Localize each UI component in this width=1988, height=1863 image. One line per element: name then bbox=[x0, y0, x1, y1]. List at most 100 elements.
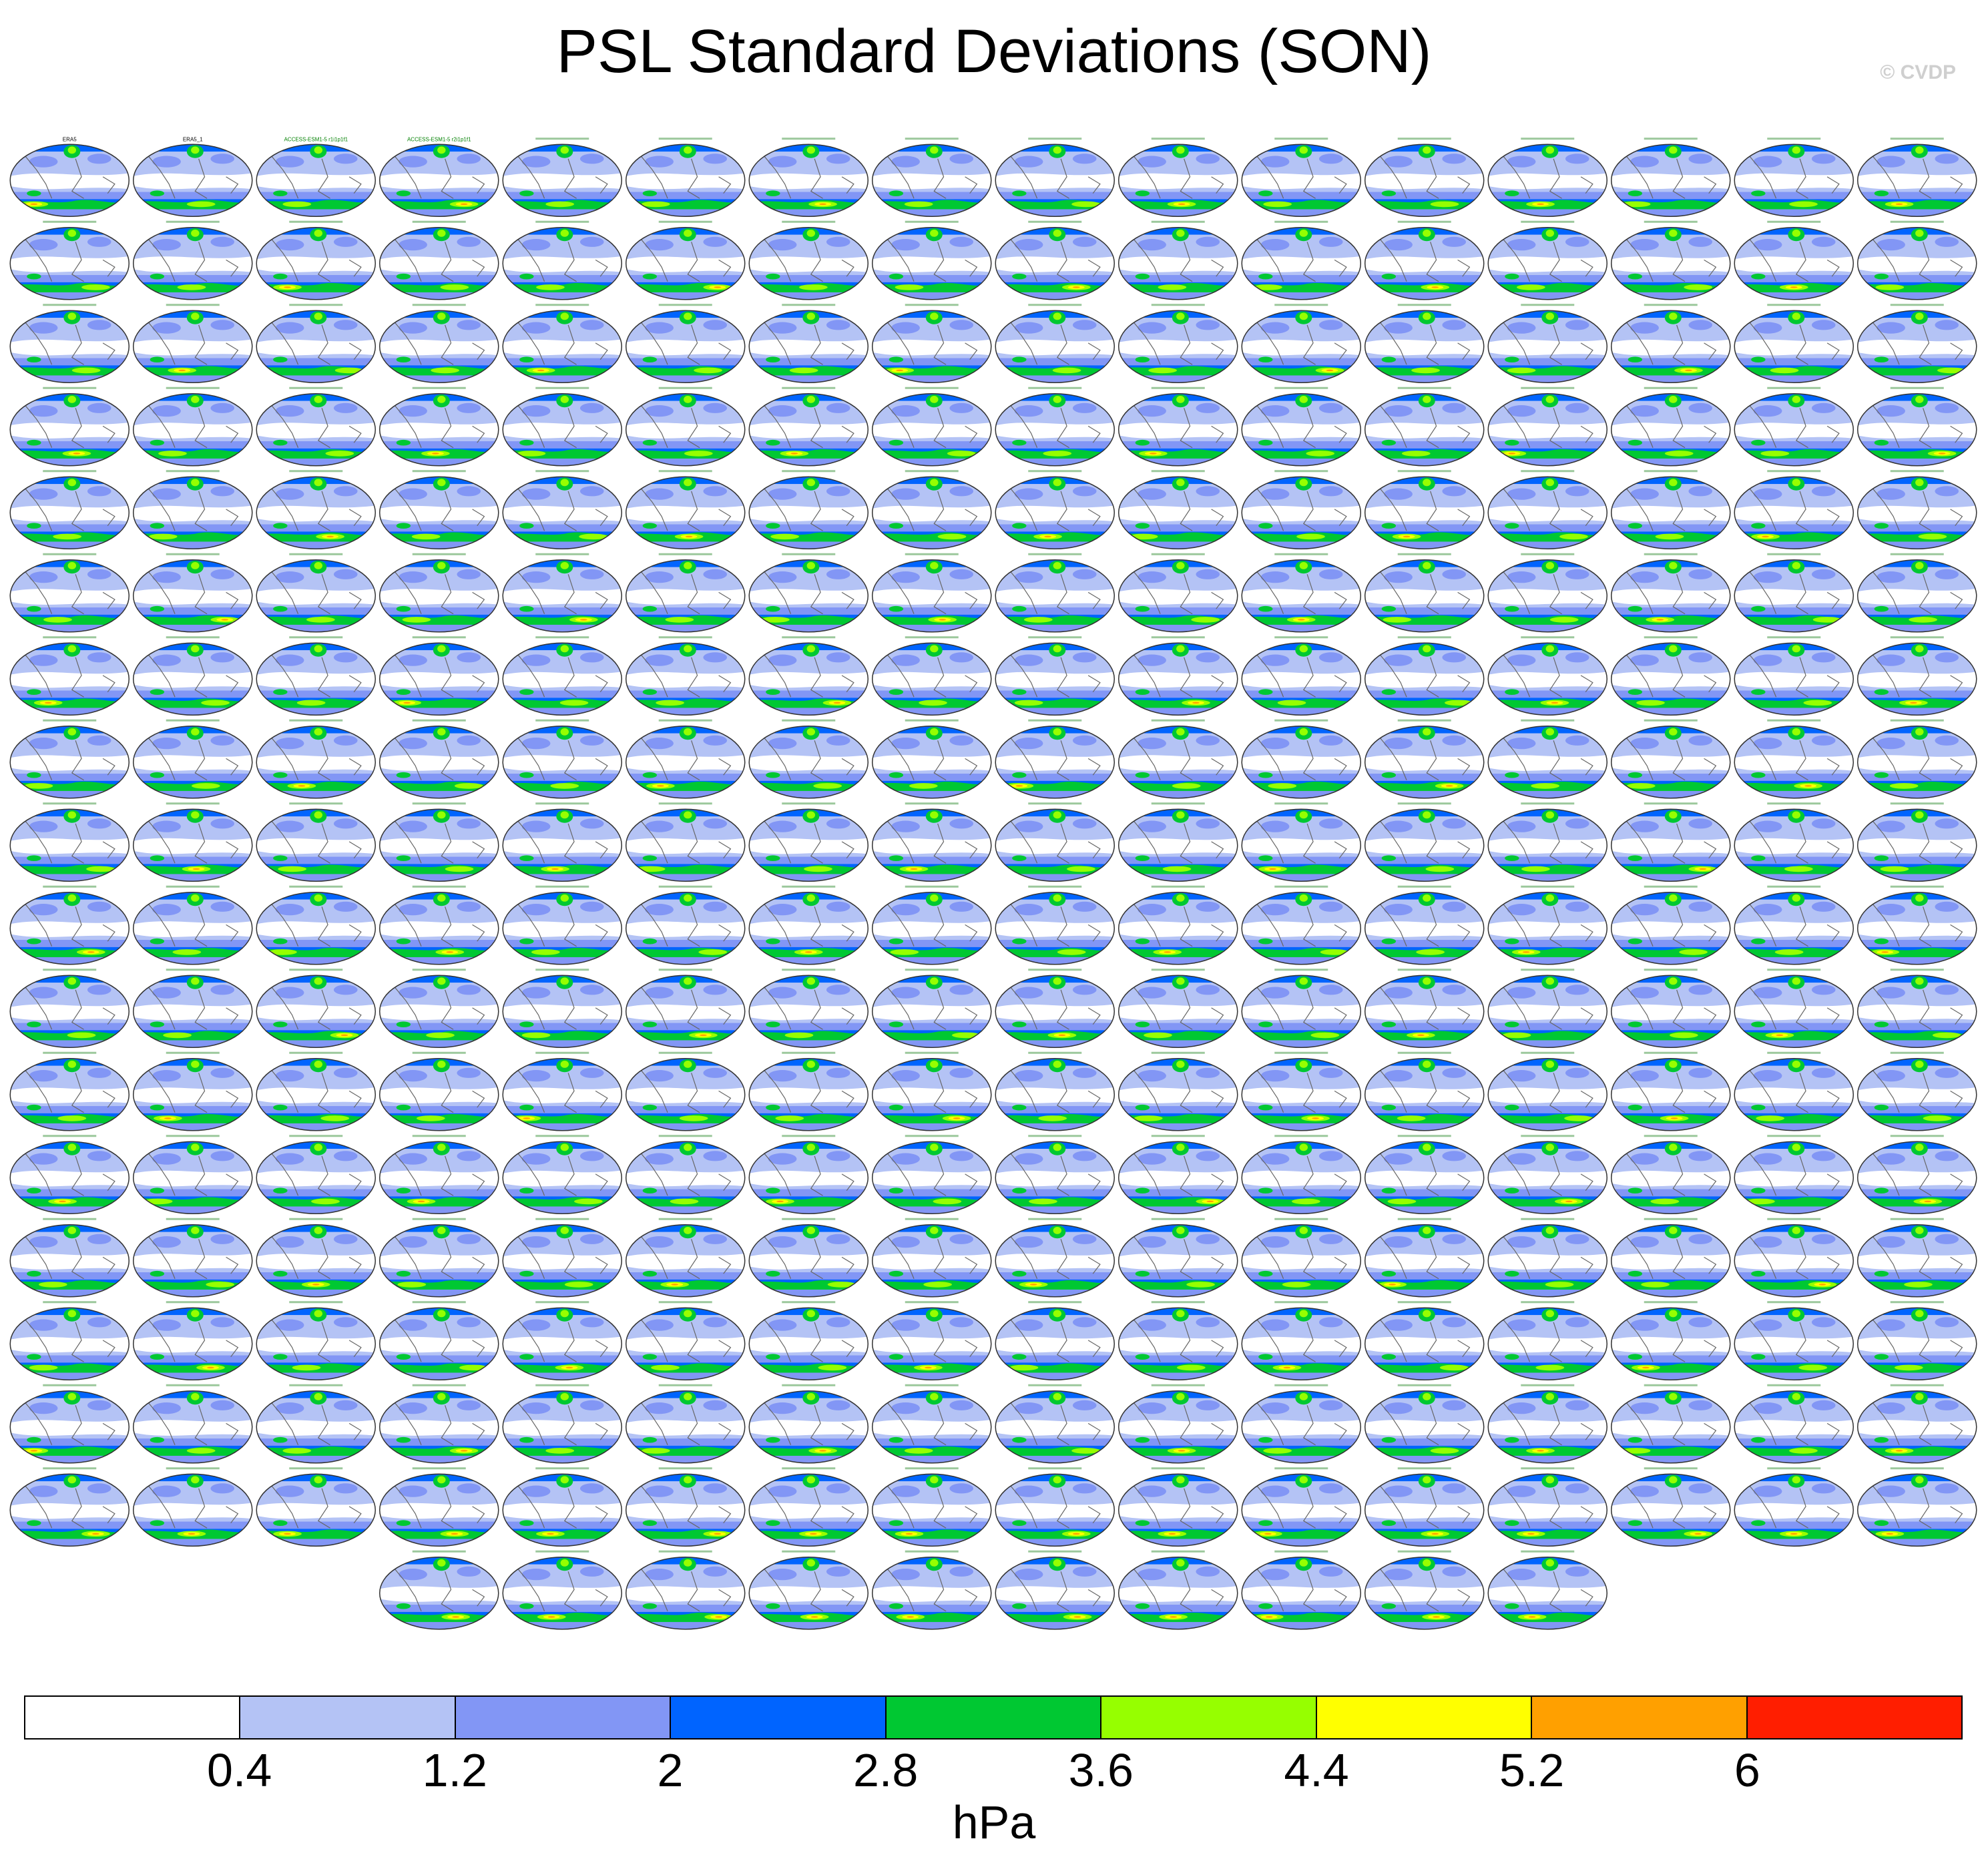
panel-title-placeholder bbox=[43, 1135, 97, 1137]
panel-title-placeholder bbox=[782, 1550, 836, 1553]
map-panel bbox=[748, 1473, 868, 1547]
panel-title-placeholder bbox=[1397, 1051, 1451, 1054]
map-panel bbox=[133, 1141, 253, 1214]
panel-title-placeholder bbox=[1521, 1550, 1575, 1553]
map-panel bbox=[995, 1557, 1115, 1630]
panel-title-placeholder bbox=[658, 719, 712, 722]
panel-title-placeholder bbox=[1028, 553, 1082, 555]
map-panel bbox=[1241, 1473, 1361, 1547]
panel-title-placeholder bbox=[412, 1135, 466, 1137]
map-panel bbox=[1611, 642, 1731, 716]
map-panel bbox=[1364, 1058, 1485, 1131]
panel-title-placeholder bbox=[1397, 220, 1451, 223]
map-panel bbox=[1857, 642, 1977, 716]
panel-title-placeholder bbox=[43, 719, 97, 722]
map-panel bbox=[995, 808, 1115, 882]
panel-title-placeholder bbox=[43, 470, 97, 473]
map-panel bbox=[1241, 975, 1361, 1048]
panel-title-placeholder bbox=[1890, 138, 1944, 140]
map-panel bbox=[1857, 144, 1977, 217]
map-panel bbox=[133, 1058, 253, 1131]
map-panel bbox=[1487, 1390, 1607, 1464]
panel-title-placeholder bbox=[43, 1384, 97, 1386]
map-panel bbox=[379, 227, 499, 300]
map-panel bbox=[1364, 642, 1485, 716]
colorbar-tick-label: 3.6 bbox=[1068, 1744, 1134, 1796]
panel-title-placeholder bbox=[1274, 220, 1328, 223]
panel-title-placeholder bbox=[166, 1135, 220, 1137]
panel-title-placeholder bbox=[782, 885, 836, 888]
panel-title-placeholder bbox=[1028, 1467, 1082, 1470]
map-panel bbox=[379, 476, 499, 549]
panel-title-placeholder bbox=[1521, 1384, 1575, 1386]
panel-title-placeholder bbox=[43, 802, 97, 805]
panel-title-placeholder bbox=[535, 1384, 589, 1386]
panel-title-placeholder bbox=[1274, 553, 1328, 555]
map-panel bbox=[379, 1058, 499, 1131]
map-panel bbox=[133, 1224, 253, 1298]
map-panel bbox=[1857, 892, 1977, 965]
map-panel bbox=[256, 1141, 376, 1214]
panel-title-placeholder bbox=[1767, 802, 1821, 805]
map-panel bbox=[1611, 1224, 1731, 1298]
panel-title-placeholder bbox=[658, 1218, 712, 1220]
map-panel bbox=[9, 393, 130, 467]
panel-title-placeholder bbox=[1274, 1384, 1328, 1386]
panel-title-placeholder bbox=[905, 719, 959, 722]
map-panel bbox=[256, 1058, 376, 1131]
colorbar-tick-label: 2 bbox=[657, 1744, 684, 1796]
map-panel bbox=[1857, 1473, 1977, 1547]
map-panel bbox=[1364, 1390, 1485, 1464]
panel-title-placeholder bbox=[1028, 969, 1082, 971]
panel-title-placeholder bbox=[412, 802, 466, 805]
panel-title-placeholder bbox=[658, 1051, 712, 1054]
panel-title-placeholder bbox=[43, 386, 97, 389]
map-panel bbox=[379, 642, 499, 716]
panel-title-placeholder bbox=[1521, 1218, 1575, 1220]
map-panel bbox=[995, 1224, 1115, 1298]
panel-title-placeholder bbox=[1890, 1218, 1944, 1220]
map-panel bbox=[995, 310, 1115, 383]
map-panel bbox=[379, 1141, 499, 1214]
map-panel bbox=[872, 1141, 992, 1214]
map-panel bbox=[748, 1307, 868, 1380]
panel-title-placeholder bbox=[535, 1218, 589, 1220]
colorbar-swatch bbox=[1316, 1697, 1533, 1738]
panel-title-placeholder bbox=[905, 1384, 959, 1386]
map-panel bbox=[9, 642, 130, 716]
map-panel bbox=[1241, 892, 1361, 965]
panel-title-placeholder bbox=[658, 220, 712, 223]
panel-title-placeholder bbox=[905, 138, 959, 140]
map-panel bbox=[995, 476, 1115, 549]
map-panel bbox=[872, 1307, 992, 1380]
map-panel-grid: ERA5 ERA5_1 ACCESS-ESM1-5 r1i1p1f1 ACCESS-E… bbox=[9, 136, 1977, 1630]
panel-title-placeholder bbox=[166, 304, 220, 306]
map-panel bbox=[256, 975, 376, 1048]
panel-title-placeholder bbox=[1397, 969, 1451, 971]
map-panel bbox=[133, 1390, 253, 1464]
panel-title-placeholder bbox=[43, 304, 97, 306]
panel-title-placeholder bbox=[658, 802, 712, 805]
panel-title-placeholder bbox=[782, 719, 836, 722]
map-panel bbox=[1118, 144, 1238, 217]
panel-title-placeholder bbox=[1521, 386, 1575, 389]
panel-title-placeholder bbox=[289, 386, 343, 389]
map-panel bbox=[748, 808, 868, 882]
map-panel bbox=[502, 227, 622, 300]
colorbar-swatch bbox=[1532, 1697, 1748, 1738]
colorbar bbox=[24, 1695, 1963, 1740]
panel-title-placeholder bbox=[905, 969, 959, 971]
panel-title-placeholder bbox=[1028, 1301, 1082, 1304]
map-panel bbox=[1734, 1473, 1854, 1547]
panel-title-placeholder bbox=[1151, 1384, 1205, 1386]
panel-title-placeholder bbox=[1890, 969, 1944, 971]
map-panel bbox=[995, 892, 1115, 965]
map-panel bbox=[1487, 1557, 1607, 1630]
colorbar-swatch bbox=[1747, 1697, 1961, 1738]
panel-title-placeholder bbox=[1521, 220, 1575, 223]
map-panel bbox=[1118, 1557, 1238, 1630]
panel-title-placeholder bbox=[1767, 1384, 1821, 1386]
map-panel bbox=[626, 1557, 746, 1630]
panel-title-placeholder bbox=[658, 470, 712, 473]
panel-title-placeholder bbox=[43, 553, 97, 555]
